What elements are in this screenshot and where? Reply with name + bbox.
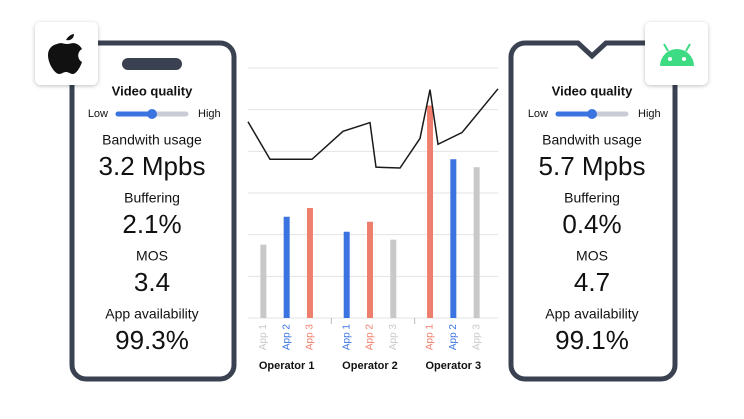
slider-high: High <box>638 108 661 120</box>
metric-value: 2.1% <box>122 209 181 239</box>
bar <box>427 105 434 318</box>
metric-label: App availability <box>105 306 198 322</box>
x-tick-label: App 1 <box>425 324 436 351</box>
speaker <box>122 58 182 70</box>
x-tick-label: App 3 <box>471 324 482 351</box>
phone-title: Video quality <box>112 83 193 98</box>
group-label: Operator 3 <box>426 360 482 372</box>
slider-high: High <box>198 108 221 120</box>
bar <box>367 221 373 318</box>
x-tick-label: App 2 <box>365 324 376 351</box>
x-tick-label: App 3 <box>305 324 316 351</box>
metric-value: 3.4 <box>134 267 170 297</box>
x-tick-label: App 1 <box>258 324 269 351</box>
bar <box>260 244 267 318</box>
slider-knob <box>147 109 157 119</box>
slider-low: Low <box>88 108 108 120</box>
metric-label: App availability <box>545 306 638 322</box>
android-logo <box>660 43 694 66</box>
metric-value: 99.1% <box>555 325 629 355</box>
metric-label: Bandwith usage <box>542 132 642 148</box>
apple-logo <box>48 34 82 74</box>
metric-label: MOS <box>576 248 608 264</box>
metric-value: 5.7 Mpbs <box>539 151 646 181</box>
slider-knob <box>587 109 597 119</box>
metric-value: 3.2 Mpbs <box>99 151 206 181</box>
bar <box>306 208 313 318</box>
group-label: Operator 2 <box>342 360 398 372</box>
metric-label: Bandwith usage <box>102 132 202 148</box>
group-label: Operator 1 <box>259 360 315 372</box>
x-tick-label: App 2 <box>448 324 459 351</box>
bar <box>473 167 480 318</box>
line <box>247 88 499 169</box>
x-tick-label: App 2 <box>281 324 292 351</box>
metric-value: 99.3% <box>115 325 189 355</box>
metric-value: 0.4% <box>562 209 621 239</box>
metric-label: Buffering <box>564 190 620 206</box>
bar <box>343 231 350 318</box>
metric-label: MOS <box>136 248 168 264</box>
phone-title: Video quality <box>552 83 633 98</box>
x-tick-label: App 1 <box>341 324 352 351</box>
x-tick-label: App 3 <box>388 324 399 351</box>
metric-value: 4.7 <box>574 267 610 297</box>
bar <box>390 239 397 318</box>
metric-label: Buffering <box>124 190 180 206</box>
slider-low: Low <box>528 108 548 120</box>
bar <box>450 159 457 318</box>
phone-frame <box>69 40 237 382</box>
bar <box>283 216 290 318</box>
